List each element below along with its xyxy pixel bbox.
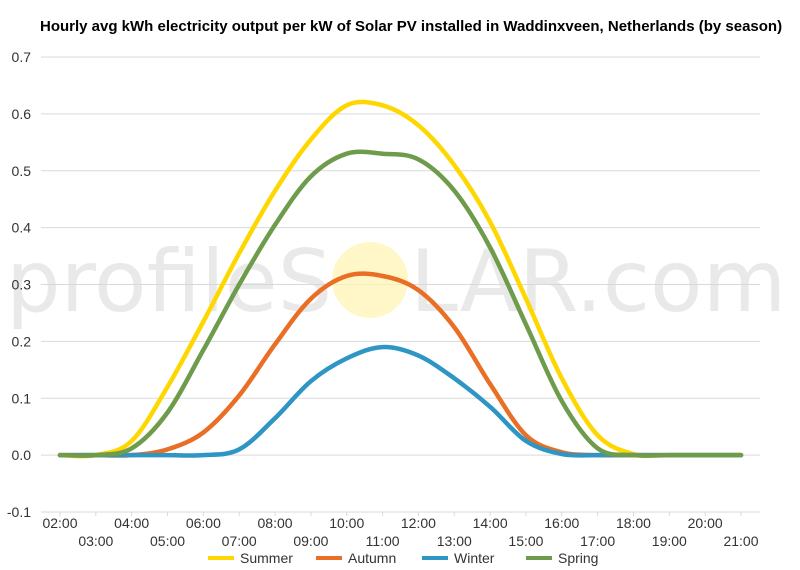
watermark: profileS LAR.com <box>6 232 786 332</box>
watermark-sun-icon <box>332 242 408 318</box>
chart-title: Hourly avg kWh electricity output per kW… <box>40 18 783 35</box>
y-tick-label: -0.1 <box>7 504 31 520</box>
y-tick-label: 0.6 <box>12 106 32 122</box>
x-tick-label: 13:00 <box>437 533 472 549</box>
x-tick-label: 21:00 <box>723 533 758 549</box>
x-tick-label: 15:00 <box>508 533 543 549</box>
legend-label-autumn: Autumn <box>348 550 396 566</box>
x-tick-label: 08:00 <box>258 515 293 531</box>
y-tick-label: 0.3 <box>12 277 32 293</box>
x-tick-label: 17:00 <box>580 533 615 549</box>
y-tick-label: 0.5 <box>12 163 32 179</box>
x-tick-label: 07:00 <box>222 533 257 549</box>
x-tick-label: 09:00 <box>293 533 328 549</box>
x-tick-label: 03:00 <box>78 533 113 549</box>
x-tick-label: 11:00 <box>366 533 400 549</box>
x-tick-label: 19:00 <box>652 533 687 549</box>
y-tick-label: 0.4 <box>12 220 32 236</box>
series-line-spring <box>57 149 744 458</box>
y-tick-label: 0.1 <box>12 390 32 406</box>
watermark-text-right: LAR.com <box>410 232 786 332</box>
y-tick-label: 0.2 <box>12 333 32 349</box>
x-tick-label: 16:00 <box>544 515 579 531</box>
x-tick-label: 04:00 <box>114 515 149 531</box>
x-tick-label: 12:00 <box>401 515 436 531</box>
x-tick-label: 05:00 <box>150 533 185 549</box>
y-tick-label: 0.7 <box>12 49 32 65</box>
x-tick-label: 10:00 <box>329 515 364 531</box>
series-line-summer <box>57 99 744 459</box>
legend-label-winter: Winter <box>454 550 495 566</box>
legend-label-spring: Spring <box>558 550 598 566</box>
x-tick-label: 02:00 <box>42 515 77 531</box>
x-tick-label: 20:00 <box>688 515 723 531</box>
legend-label-summer: Summer <box>240 550 293 566</box>
watermark-text-left: profileS <box>6 232 332 332</box>
x-tick-label: 14:00 <box>473 515 508 531</box>
x-tick-label: 06:00 <box>186 515 221 531</box>
x-tick-label: 18:00 <box>616 515 651 531</box>
series-line-winter <box>57 344 744 458</box>
y-tick-label: 0.0 <box>12 447 32 463</box>
